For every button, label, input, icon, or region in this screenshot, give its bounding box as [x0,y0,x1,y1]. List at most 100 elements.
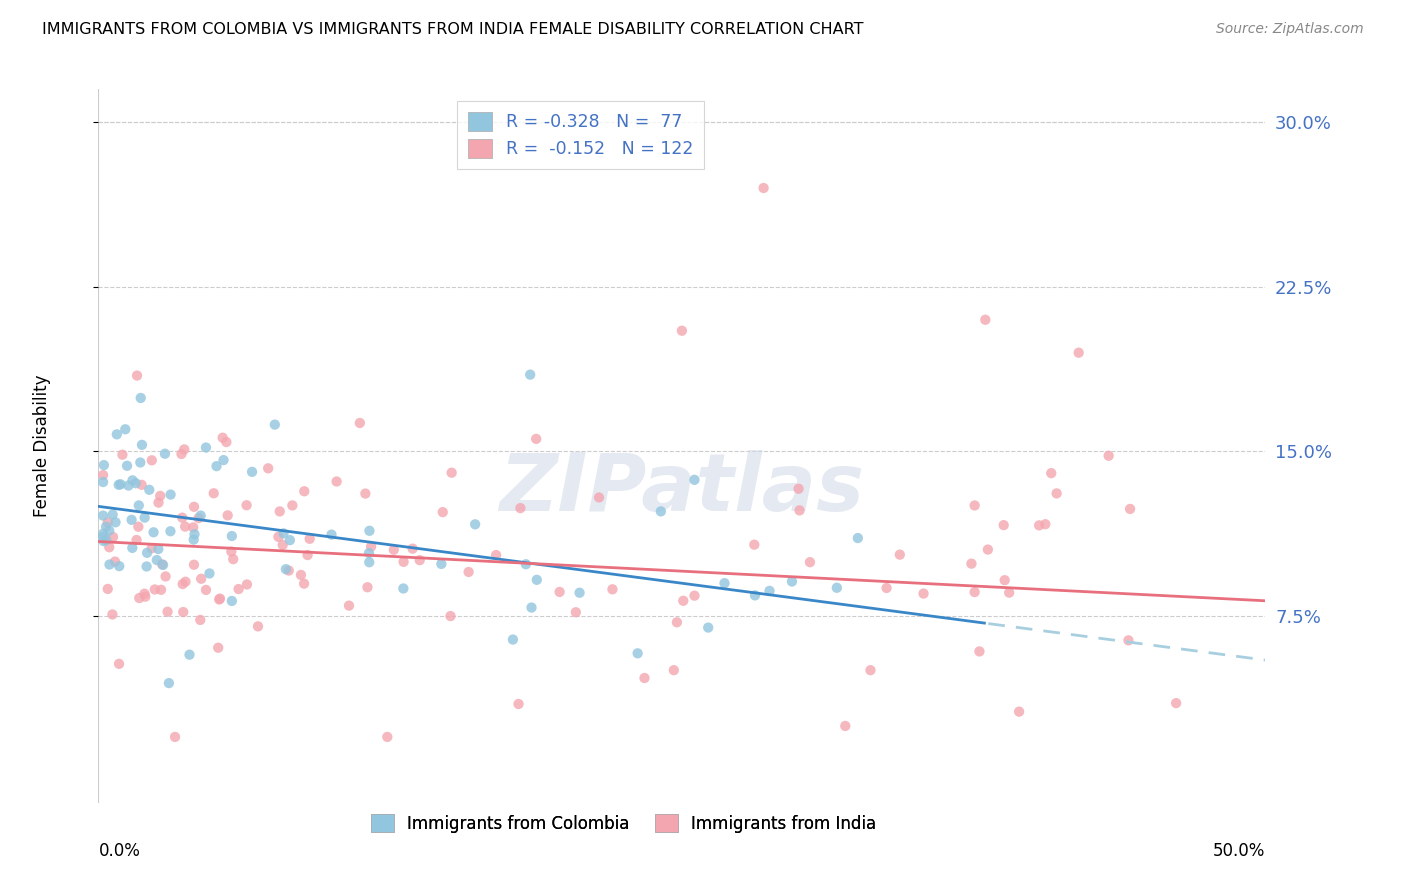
Point [125,368,148,383]
Point [207,640,229,655]
Point [217,508,239,523]
Point [153,447,176,461]
Point [93,458,115,472]
Point [134,587,156,601]
Point [430,557,453,571]
Point [697,621,720,635]
Point [485,548,508,562]
Point [174,574,197,589]
Point [1033,517,1056,532]
Point [998,585,1021,599]
Text: 0.0%: 0.0% [98,842,141,860]
Point [172,605,194,619]
Point [159,524,181,539]
Point [269,504,291,518]
Point [190,508,212,523]
Point [138,483,160,497]
Point [240,465,263,479]
Point [228,582,250,596]
Point [211,431,233,445]
Point [173,442,195,457]
Point [969,644,991,658]
Point [136,546,159,560]
Point [183,500,205,514]
Point [994,573,1017,587]
Point [274,562,297,576]
Point [91,475,114,489]
Point [96,533,118,548]
Point [325,475,347,489]
Point [297,548,319,562]
Point [859,663,882,677]
Point [825,581,848,595]
Point [101,508,124,522]
Point [121,474,143,488]
Point [602,582,624,597]
Point [181,520,204,534]
Point [401,541,423,556]
Point [127,519,149,533]
Point [91,468,114,483]
Point [683,473,706,487]
Point [588,491,610,505]
Point [247,619,270,633]
Point [375,730,398,744]
Point [392,582,415,596]
Point [104,516,127,530]
Point [960,557,983,571]
Text: IMMIGRANTS FROM COLOMBIA VS IMMIGRANTS FROM INDIA FEMALE DISABILITY CORRELATION : IMMIGRANTS FROM COLOMBIA VS IMMIGRANTS F… [42,22,863,37]
Point [834,719,856,733]
Point [221,544,243,558]
Point [110,477,132,491]
Point [236,577,259,591]
Point [121,513,143,527]
Point [752,181,775,195]
Point [1118,633,1140,648]
Point [188,613,211,627]
Point [135,559,157,574]
Point [141,541,163,556]
Point [524,432,547,446]
Point [359,555,381,569]
Point [150,558,173,572]
Point [526,573,548,587]
Point [780,574,803,589]
Point [799,555,821,569]
Point [97,516,120,530]
Point [354,486,377,500]
Point [143,582,166,597]
Point [91,508,114,523]
Point [321,527,343,541]
Point [520,600,543,615]
Point [117,478,139,492]
Point [208,592,231,607]
Point [149,489,172,503]
Point [568,585,591,599]
Point [125,533,148,547]
Point [713,576,735,591]
Point [198,566,221,581]
Point [104,555,127,569]
Text: 50.0%: 50.0% [1213,842,1265,860]
Point [432,505,454,519]
Point [846,531,869,545]
Point [515,558,537,572]
Point [273,526,295,541]
Point [101,607,124,622]
Point [292,576,315,591]
Point [633,671,655,685]
Point [190,572,212,586]
Point [665,615,688,630]
Point [221,529,243,543]
Point [183,558,205,572]
Point [439,609,461,624]
Point [1008,705,1031,719]
Legend: Immigrants from Colombia, Immigrants from India: Immigrants from Colombia, Immigrants fro… [363,805,884,841]
Point [235,498,257,512]
Point [409,553,432,567]
Point [290,568,312,582]
Point [281,499,304,513]
Point [150,582,173,597]
Point [977,542,1000,557]
Point [128,499,150,513]
